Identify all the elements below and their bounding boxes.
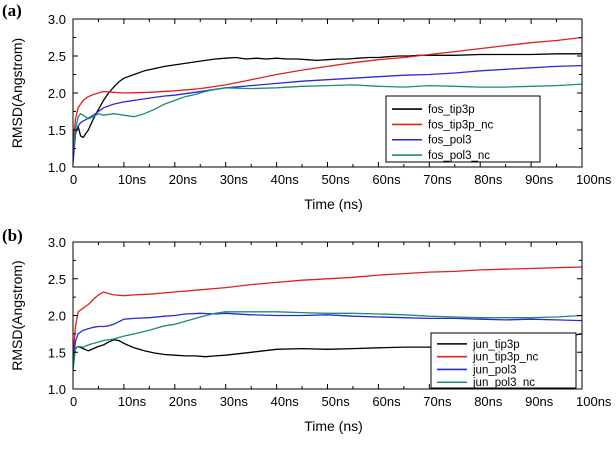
x-tick-label: 0 xyxy=(70,172,77,187)
legend-label-jun_tip3p_nc: jun_tip3p_nc xyxy=(472,352,538,364)
x-axis-title: Time (ns) xyxy=(304,196,363,212)
x-tick-label: 70ns xyxy=(423,394,452,409)
y-tick-label: 2.5 xyxy=(48,272,66,287)
x-tick-label: 40ns xyxy=(271,172,300,187)
x-tick-label: 60ns xyxy=(372,394,401,409)
y-tick-label: 1.0 xyxy=(48,160,66,175)
y-tick-label: 2.5 xyxy=(48,49,66,64)
x-tick-label: 80ns xyxy=(474,394,503,409)
legend-box xyxy=(385,95,541,163)
x-tick-label: 50ns xyxy=(322,394,351,409)
legend-label-fos_pol3_nc: fos_pol3_nc xyxy=(428,150,490,162)
panel-label: (b) xyxy=(2,226,23,245)
x-tick-label: 20ns xyxy=(169,394,198,409)
x-tick-label: 50ns xyxy=(322,172,351,187)
y-tick-label: 2.0 xyxy=(48,86,66,101)
series-group xyxy=(73,36,582,164)
x-tick-label: 80ns xyxy=(474,172,503,187)
legend-label-fos_pol3: fos_pol3 xyxy=(428,135,471,147)
series-line-fos_tip3p_nc xyxy=(73,36,582,145)
chart-panel-0: (a) 0 10ns 20ns 30ns 40ns 50ns 60ns 70ns 80ns 90ns… xyxy=(2,1,612,212)
series-line-jun_tip3p_nc xyxy=(73,266,582,356)
y-tick-label: 3.0 xyxy=(48,12,66,27)
legend-label-fos_tip3p_nc: fos_tip3p_nc xyxy=(428,119,493,131)
legend: fos_tip3p fos_tip3p_nc fos_pol3 fos_pol3_nc xyxy=(385,95,541,163)
y-tick-label: 1.5 xyxy=(48,345,66,360)
x-tick-label: 90ns xyxy=(525,172,554,187)
x-tick-label: 70ns xyxy=(423,172,452,187)
legend-label-jun_tip3p: jun_tip3p xyxy=(472,339,520,351)
x-tick-label: 100ns xyxy=(576,394,612,409)
x-tick-label: 30ns xyxy=(220,172,249,187)
x-tick-label: 40ns xyxy=(271,394,300,409)
legend-label-jun_pol3_nc: jun_pol3_nc xyxy=(472,377,535,389)
y-axis-title: RMSD(Angstrom) xyxy=(9,260,25,370)
x-tick-label: 10ns xyxy=(118,394,147,409)
series-line-jun_pol3_nc xyxy=(73,311,582,371)
x-tick-label: 10ns xyxy=(118,172,147,187)
x-tick-label: 90ns xyxy=(525,394,554,409)
y-tick-label: 2.0 xyxy=(48,309,66,324)
series-line-fos_pol3 xyxy=(73,64,582,164)
legend-box xyxy=(430,332,577,389)
series-line-jun_pol3 xyxy=(73,312,582,367)
x-tick-label: 20ns xyxy=(169,172,198,187)
legend-label-jun_pol3: jun_pol3 xyxy=(472,364,516,376)
series-line-fos_pol3_nc xyxy=(73,83,582,153)
y-tick-label: 3.0 xyxy=(48,235,66,250)
x-tick-label: 100ns xyxy=(576,172,612,187)
series-line-fos_tip3p xyxy=(73,53,582,156)
x-tick-label: 60ns xyxy=(372,172,401,187)
y-tick-label: 1.0 xyxy=(48,382,66,397)
chart-panel-1: (b) 0 10ns 20ns 30ns 40ns 50ns 60ns 70ns 80ns 90ns… xyxy=(2,226,612,434)
x-tick-label: 30ns xyxy=(220,394,249,409)
x-tick-label: 0 xyxy=(70,394,77,409)
legend-label-fos_tip3p: fos_tip3p xyxy=(428,104,475,116)
panel-label: (a) xyxy=(2,1,22,20)
x-axis-title: Time (ns) xyxy=(304,418,363,434)
y-axis-title: RMSD(Angstrom) xyxy=(9,38,25,148)
y-tick-label: 1.5 xyxy=(48,123,66,138)
